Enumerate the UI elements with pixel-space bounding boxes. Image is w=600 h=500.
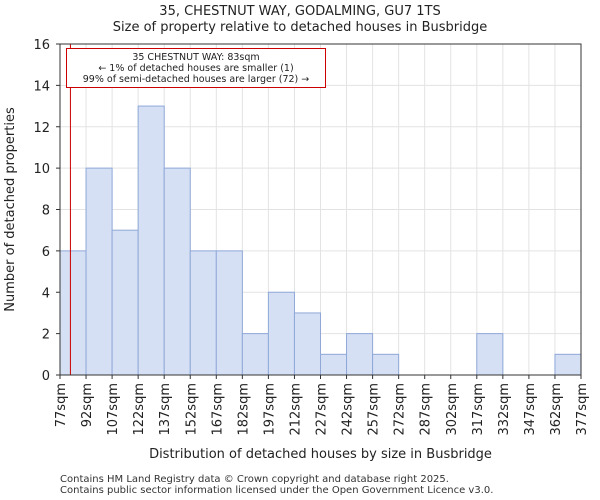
x-tick-label: 197sqm [262, 383, 277, 436]
bar-92sqm [85, 167, 113, 376]
x-tick-label: 182sqm [236, 383, 251, 436]
y-axis-label: Number of detached properties [3, 107, 18, 312]
x-tick-label: 272sqm [393, 383, 408, 436]
x-tick-label: 347sqm [523, 383, 538, 436]
bars [59, 105, 582, 376]
x-tick-label: 107sqm [106, 383, 121, 436]
x-tick-label: 287sqm [419, 383, 434, 436]
bar-77sqm [59, 250, 87, 376]
bar-242sqm [346, 333, 374, 376]
chart-title-block: 35, CHESTNUT WAY, GODALMING, GU7 1TS Siz… [0, 4, 600, 36]
annotation-line-1: 35 CHESTNUT WAY: 83sqm [132, 52, 260, 63]
x-ticks: 77sqm 92sqm 107sqm 122sqm 137sqm 152sqm 167sqm… [54, 375, 590, 436]
x-tick-label: 212sqm [288, 383, 303, 436]
x-tick-label: 122sqm [132, 383, 147, 436]
x-tick-label: 152sqm [184, 383, 199, 436]
y-tick-label: 14 [33, 79, 50, 94]
bar-227sqm [320, 353, 348, 376]
bar-107sqm [111, 229, 139, 376]
bar-137sqm [163, 167, 191, 376]
x-tick-label: 242sqm [341, 383, 356, 436]
x-tick-label: 317sqm [471, 383, 486, 436]
bar-257sqm [372, 353, 400, 376]
bar-182sqm [241, 333, 269, 376]
y-ticks: 0 2 4 6 8 10 12 14 16 [33, 38, 60, 384]
y-tick-label: 8 [42, 204, 50, 219]
x-tick-label: 92sqm [80, 383, 95, 427]
x-tick-label: 137sqm [158, 383, 173, 436]
bar-317sqm [476, 333, 504, 376]
footer-line-1: Contains HM Land Registry data © Crown c… [60, 474, 449, 485]
bar-212sqm [293, 312, 322, 376]
y-tick-label: 0 [42, 369, 50, 384]
y-tick-label: 6 [42, 245, 50, 260]
chart-subtitle: Size of property relative to detached ho… [112, 20, 488, 35]
x-tick-label: 332sqm [497, 383, 512, 436]
x-tick-label: 362sqm [549, 383, 564, 436]
x-axis-label: Distribution of detached houses by size … [149, 447, 492, 462]
bar-122sqm [137, 105, 165, 376]
bar-197sqm [267, 291, 295, 376]
bar-152sqm [189, 250, 217, 376]
x-tick-label: 377sqm [575, 383, 590, 436]
bar-167sqm [215, 250, 243, 376]
y-tick-label: 2 [42, 328, 50, 343]
annotation-line-3: 99% of semi-detached houses are larger (… [82, 74, 310, 85]
x-tick-label: 167sqm [210, 383, 225, 436]
bar-362sqm [554, 353, 582, 376]
chart-title: 35, CHESTNUT WAY, GODALMING, GU7 1TS [159, 4, 441, 19]
x-tick-label: 302sqm [445, 383, 460, 436]
y-tick-label: 16 [33, 38, 50, 53]
y-tick-label: 10 [33, 162, 50, 177]
x-tick-label: 257sqm [367, 383, 382, 436]
annotation-line-2: ← 1% of detached houses are smaller (1) [98, 63, 294, 74]
y-tick-label: 4 [42, 286, 50, 301]
annotation-box: 35 CHESTNUT WAY: 83sqm ← 1% of detached … [66, 48, 326, 88]
x-tick-label: 77sqm [54, 383, 69, 427]
footer-line-2: Contains public sector information licen… [60, 485, 494, 496]
y-tick-label: 12 [33, 121, 50, 136]
x-tick-label: 227sqm [315, 383, 330, 436]
